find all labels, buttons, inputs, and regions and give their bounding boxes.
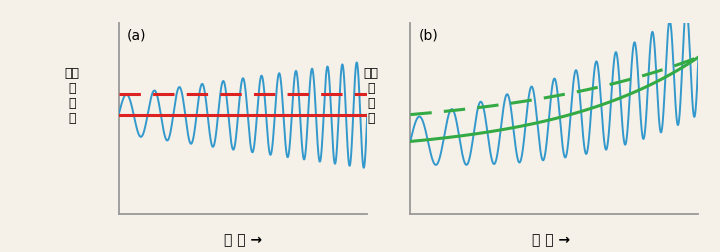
Text: 時 間 →: 時 間 → bbox=[532, 233, 570, 247]
Text: (a): (a) bbox=[126, 28, 145, 42]
Text: 表層
海
水
温: 表層 海 水 温 bbox=[364, 67, 378, 125]
Text: 表層
海
水
温: 表層 海 水 温 bbox=[65, 67, 79, 125]
Text: 時 間 →: 時 間 → bbox=[224, 233, 261, 247]
Text: (b): (b) bbox=[419, 28, 438, 42]
